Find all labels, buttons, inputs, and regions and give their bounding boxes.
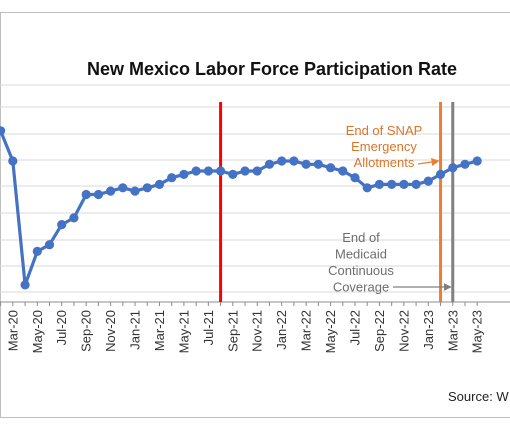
annotation-1-arrow xyxy=(417,158,440,166)
data-point xyxy=(313,159,323,169)
x-tick-label: Nov-22 xyxy=(396,310,411,352)
data-point xyxy=(240,166,250,176)
data-point xyxy=(338,166,348,176)
data-point xyxy=(93,189,103,200)
annotation-1-line: Allotments xyxy=(354,155,415,170)
x-tick-label: Jul-21 xyxy=(201,310,216,345)
data-point xyxy=(448,163,458,173)
data-point xyxy=(179,169,189,179)
data-point xyxy=(0,126,6,136)
x-tick-label: Jan-23 xyxy=(421,310,436,350)
data-point xyxy=(362,183,372,193)
data-point xyxy=(118,183,128,193)
data-point xyxy=(289,156,299,166)
x-tick-label: Mar-20 xyxy=(5,310,20,351)
data-point xyxy=(20,280,30,290)
data-point xyxy=(203,166,213,176)
data-point xyxy=(130,186,140,196)
data-point xyxy=(472,156,482,166)
data-point xyxy=(154,179,165,189)
x-tick-label: Jul-20 xyxy=(54,310,69,345)
x-tick-label: Jul-22 xyxy=(348,310,363,345)
data-point xyxy=(32,246,42,256)
data-point xyxy=(191,166,201,176)
annotation-2-line: Continuous xyxy=(328,263,394,278)
data-point xyxy=(252,166,262,176)
vertical-lines-layer xyxy=(219,102,455,302)
data-point xyxy=(216,166,226,176)
data-point xyxy=(44,240,55,250)
chart-border xyxy=(0,12,510,418)
data-point xyxy=(167,173,177,183)
annotation-1-line: End of SNAP xyxy=(346,123,423,138)
data-point xyxy=(69,213,79,223)
data-point xyxy=(411,179,421,189)
series-layer xyxy=(0,126,482,290)
x-tick-label: Nov-20 xyxy=(103,310,118,352)
chart-title: New Mexico Labor Force Participation Rat… xyxy=(87,59,457,79)
x-tick-label: Mar-21 xyxy=(152,310,167,351)
x-tick-label: May-23 xyxy=(470,310,485,353)
data-point xyxy=(57,220,67,230)
data-point xyxy=(423,176,433,186)
data-point xyxy=(301,159,311,169)
annotation-2-line: Medicaid xyxy=(335,247,387,262)
annotation-2-line: End of xyxy=(342,230,380,245)
data-point xyxy=(106,186,116,196)
x-tick-label: Mar-23 xyxy=(445,310,460,351)
x-tick-label: May-21 xyxy=(176,310,191,353)
x-tick-label: Jan-21 xyxy=(128,310,143,350)
data-point xyxy=(399,179,409,189)
data-point xyxy=(435,169,446,179)
annotation-1-line: Emergency xyxy=(351,139,417,154)
x-tick-label: Mar-22 xyxy=(299,310,314,351)
x-tick-label: Jan-22 xyxy=(274,310,289,350)
data-point xyxy=(277,156,287,166)
data-point xyxy=(228,169,238,179)
data-point xyxy=(387,179,397,189)
data-point xyxy=(264,159,275,169)
data-point xyxy=(8,156,18,166)
data-point xyxy=(350,173,360,183)
x-tick-label: May-22 xyxy=(323,310,338,353)
grid-layer xyxy=(0,84,510,306)
x-tick-label: May-20 xyxy=(30,310,45,353)
source-note: Source: W xyxy=(448,389,509,404)
data-point xyxy=(460,159,470,169)
x-tick-labels: Jan-20Mar-20May-20Jul-20Sep-20Nov-20Jan-… xyxy=(5,310,485,353)
x-tick-label: Sep-22 xyxy=(372,310,387,352)
data-point xyxy=(142,183,152,193)
x-tick-label: Sep-21 xyxy=(225,310,240,352)
data-point xyxy=(326,163,336,173)
data-point xyxy=(81,189,91,200)
data-point xyxy=(374,179,384,189)
x-tick-label: Nov-21 xyxy=(250,310,265,352)
annotation-2-line: Coverage xyxy=(333,280,389,295)
x-tick-label: Sep-20 xyxy=(79,310,94,352)
